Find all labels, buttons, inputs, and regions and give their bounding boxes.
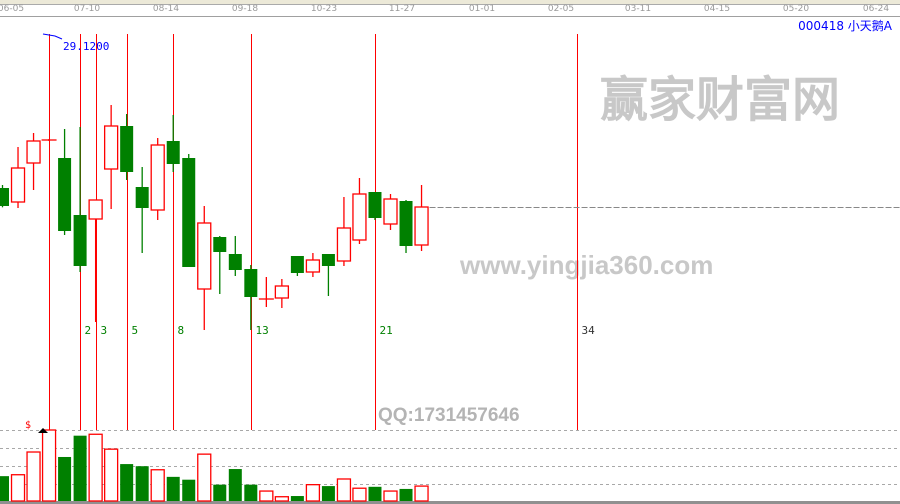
volume-bar <box>197 453 212 502</box>
date-tick: 02-05 <box>547 4 575 14</box>
fib-label: 5 <box>132 324 139 337</box>
date-tick: 03-11 <box>624 4 652 14</box>
volume-peak-triangle-icon <box>38 428 48 433</box>
date-tick: 01-01 <box>468 4 496 14</box>
volume-marker: $ <box>25 420 31 431</box>
volume-bar <box>352 487 367 502</box>
high-marker-line <box>42 33 63 40</box>
candle-body <box>58 158 72 231</box>
candle-body <box>120 126 134 172</box>
candle-body <box>274 285 290 299</box>
candle-body <box>336 227 352 262</box>
volume-bar <box>228 469 242 501</box>
candle-body <box>150 144 165 211</box>
candle-body <box>414 206 429 246</box>
candle-body <box>88 199 103 220</box>
volume-bar <box>368 486 382 501</box>
volume-bar <box>10 474 26 502</box>
candle-body <box>352 193 367 241</box>
candle-body <box>73 215 87 266</box>
volume-bar <box>166 476 180 501</box>
candle-body <box>321 254 335 266</box>
date-tick: 11-27 <box>388 4 416 14</box>
volume-bar <box>88 433 103 502</box>
candle-body <box>383 198 398 225</box>
candle-body <box>244 269 258 297</box>
watermark-qq: QQ:1731457646 <box>378 405 520 426</box>
candle-body <box>228 254 242 270</box>
date-tick: 06-05 <box>0 4 25 14</box>
fib-label: 2 <box>85 324 92 337</box>
date-axis: 06-05 07-10 08-14 09-18 10-23 11-27 01-01 02-05… <box>0 4 900 17</box>
volume-bar <box>290 496 304 501</box>
watermark-url: www.yingjia360.com <box>460 250 714 280</box>
volume-bar <box>336 478 352 502</box>
fib-label: 21 <box>380 324 393 337</box>
candle-body <box>26 140 41 164</box>
volume-bar <box>274 496 290 502</box>
candle-body <box>305 259 321 273</box>
fib-label: 34 <box>582 324 596 337</box>
volume-bar <box>244 484 258 501</box>
stock-label: 000418 小天鹅A <box>798 19 892 33</box>
volume-bar <box>58 456 72 501</box>
date-tick: 06-24 <box>862 4 890 14</box>
fib-label: 3 <box>101 324 108 337</box>
volume-bar <box>414 485 429 502</box>
candle-body <box>290 256 304 273</box>
volume-bar <box>259 490 274 502</box>
volume-bar <box>135 466 149 501</box>
candle-body <box>135 187 149 208</box>
candle-body <box>182 158 196 267</box>
volume-bar <box>305 484 321 502</box>
date-tick: 07-10 <box>73 4 101 14</box>
volume-bar <box>0 476 9 501</box>
candle-body <box>166 141 180 164</box>
date-tick: 09-18 <box>231 4 259 14</box>
volume-bar <box>26 451 41 502</box>
volume-bar <box>182 479 196 501</box>
date-tick: 05-20 <box>782 4 810 14</box>
fib-label: 13 <box>256 324 269 337</box>
candle-body <box>103 125 119 170</box>
volume-bar <box>120 464 134 501</box>
candle-body <box>197 222 212 290</box>
fib-label: 8 <box>178 324 185 337</box>
toolbar-strip <box>0 0 900 5</box>
candle-body <box>10 167 26 203</box>
candle-body <box>0 188 9 206</box>
volume-bar <box>103 448 119 502</box>
watermark-cn: 赢家财富网 <box>600 74 841 127</box>
volume-bar <box>73 435 87 501</box>
volume-baseline <box>0 501 900 504</box>
volume-bar <box>41 429 57 502</box>
high-marker-label: 29.1200 <box>63 40 109 53</box>
volume-bar <box>321 486 335 501</box>
candle-body <box>213 237 227 252</box>
candle-body <box>368 192 382 218</box>
volume-bar <box>213 484 227 501</box>
date-tick: 10-23 <box>310 4 338 14</box>
volume-bar <box>383 490 398 502</box>
date-tick: 04-15 <box>703 4 731 14</box>
date-tick: 08-14 <box>152 4 180 14</box>
volume-bar <box>150 469 165 502</box>
volume-bar <box>399 488 413 501</box>
candle-body <box>399 201 413 246</box>
